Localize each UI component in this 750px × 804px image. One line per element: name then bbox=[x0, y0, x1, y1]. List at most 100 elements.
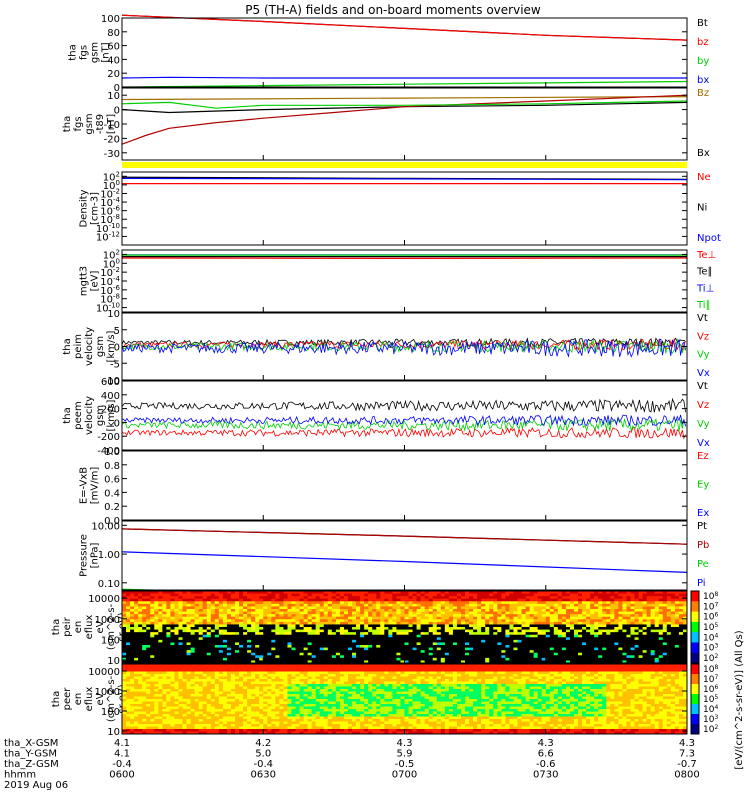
series-Pb bbox=[122, 529, 687, 544]
panel-ylabel: mgtt3[eV] bbox=[79, 266, 101, 296]
legend-Bz: Bz bbox=[697, 88, 709, 99]
ytick-label: 10 bbox=[107, 656, 120, 667]
ytick-label: 1000 bbox=[95, 615, 120, 626]
ytick-label: 10000 bbox=[88, 667, 120, 678]
legend-Vx: Vx bbox=[697, 368, 710, 379]
ytick-label: 10000 bbox=[88, 594, 120, 605]
ephem-value: -0.5 bbox=[395, 759, 415, 770]
legend-Npot: Npot bbox=[697, 233, 721, 244]
series-Vt bbox=[122, 399, 686, 412]
ytick-label: 0.10 bbox=[98, 579, 120, 590]
ephem-label-tha_Z-GSM: tha_Z-GSM bbox=[4, 759, 59, 770]
ytick-label: -10 bbox=[104, 120, 120, 131]
legend-Bx: Bx bbox=[697, 148, 710, 159]
ephem-value: -0.7 bbox=[677, 759, 697, 770]
ephem-value: 0800 bbox=[674, 770, 699, 781]
legend-Te∥: Te∥ bbox=[696, 267, 713, 278]
legend-Pb: Pb bbox=[697, 540, 709, 551]
ytick-label: 1.0 bbox=[104, 447, 120, 458]
ytick-label: 10 bbox=[107, 91, 120, 102]
legend-Pt: Pt bbox=[697, 521, 707, 532]
ephem-value: 0600 bbox=[109, 770, 134, 781]
panel-peem_velocity: thapeemvelocitygsm[km/s]-400-20002004006… bbox=[62, 377, 710, 457]
ytick-label: 200 bbox=[101, 405, 120, 416]
ytick-label: 0.8 bbox=[104, 461, 120, 472]
legend-bz: bz bbox=[697, 37, 709, 48]
legend-Ni: Ni bbox=[697, 203, 707, 214]
legend-Ex: Ex bbox=[697, 508, 709, 519]
ytick-label: 0 bbox=[114, 106, 120, 117]
legend-Vz: Vz bbox=[697, 400, 709, 411]
ytick-label: 0.2 bbox=[104, 502, 120, 513]
legend-bx: bx bbox=[697, 75, 709, 86]
legend-Ez: Ez bbox=[697, 451, 709, 462]
ytick-label: -20 bbox=[104, 134, 120, 145]
ephem-value: 0630 bbox=[251, 770, 276, 781]
colorbar-label: [eV/(cm^2-s-sr-eV)] (All Qs) bbox=[734, 630, 745, 769]
ephem-label-tha_Y-GSM: tha_Y-GSM bbox=[4, 749, 57, 760]
legend-Ti∥: Ti∥ bbox=[696, 300, 711, 311]
panel-temperature: mgtt3[eV]10210010-210-410-610-810-10Te⊥T… bbox=[79, 248, 717, 314]
ytick-label: 400 bbox=[101, 391, 120, 402]
colorbar-tick: 102 bbox=[703, 724, 718, 735]
legend-Pi: Pi bbox=[697, 578, 706, 589]
ytick-label: 10.00 bbox=[91, 521, 120, 532]
legend-Vx: Vx bbox=[697, 438, 710, 449]
ephem-value: 5.0 bbox=[255, 749, 271, 760]
legend-Ti⊥: Ti⊥ bbox=[696, 283, 714, 294]
ytick-label: 60 bbox=[107, 42, 120, 53]
panel-ylabel: E=-VxB[mV/m] bbox=[79, 467, 101, 505]
legend-Vz: Vz bbox=[697, 331, 709, 342]
legend-Te⊥: Te⊥ bbox=[696, 250, 716, 261]
ephem-value: 4.3 bbox=[397, 738, 413, 749]
ephem-value: 4.3 bbox=[679, 738, 695, 749]
ytick-label: 20 bbox=[107, 69, 120, 80]
panel-ylabel: thapeimvelocitygsm[km/s] bbox=[62, 327, 117, 366]
panel-density: Density[cm-3]10210010-210-410-610-810-10… bbox=[79, 170, 721, 245]
ytick-label: 0.6 bbox=[104, 475, 120, 486]
date-label: 2019 Aug 06 bbox=[4, 780, 68, 791]
panel-frame bbox=[122, 172, 687, 245]
panel-ylabel: thafgsgsm[nT] bbox=[68, 42, 112, 63]
legend-by: by bbox=[697, 56, 709, 67]
panel-frame bbox=[122, 451, 687, 520]
ephem-value: 0730 bbox=[533, 770, 558, 781]
ytick-label: 1000 bbox=[95, 687, 120, 698]
ytick-label: 100 bbox=[101, 14, 120, 25]
ytick-label: 100 bbox=[101, 635, 120, 646]
ytick-label: -200 bbox=[97, 432, 120, 443]
legend-Vt: Vt bbox=[697, 381, 708, 392]
legend-Ne: Ne bbox=[697, 172, 711, 183]
ytick-label: 100 bbox=[101, 707, 120, 718]
ephem-value: -0.6 bbox=[536, 759, 556, 770]
legend-Bt: Bt bbox=[697, 18, 708, 29]
legend-Ey: Ey bbox=[697, 480, 709, 491]
ephem-value: 6.6 bbox=[538, 749, 554, 760]
ytick-label: 0 bbox=[114, 418, 120, 429]
ephem-value: -0.4 bbox=[112, 759, 132, 770]
ytick-label: 10 bbox=[107, 309, 120, 320]
legend-Vy: Vy bbox=[697, 350, 710, 361]
figure-title: P5 (TH-A) fields and on-board moments ov… bbox=[245, 3, 541, 17]
legend-Vt: Vt bbox=[697, 313, 708, 324]
ytick-label: 600 bbox=[101, 377, 120, 388]
ytick-label: -5 bbox=[110, 359, 120, 370]
ytick-label: 5 bbox=[114, 326, 120, 337]
ephem-value: -0.4 bbox=[253, 759, 273, 770]
series-bx bbox=[122, 77, 687, 78]
ytick-label: 0 bbox=[114, 343, 120, 354]
ephem-value: 4.1 bbox=[114, 738, 130, 749]
series-Pi bbox=[122, 552, 687, 573]
series-Vz bbox=[122, 428, 686, 439]
panel-frame bbox=[122, 381, 687, 450]
ytick-label: 80 bbox=[107, 28, 120, 39]
ytick-label: 0.4 bbox=[104, 488, 120, 499]
ephem-value: 5.9 bbox=[397, 749, 413, 760]
